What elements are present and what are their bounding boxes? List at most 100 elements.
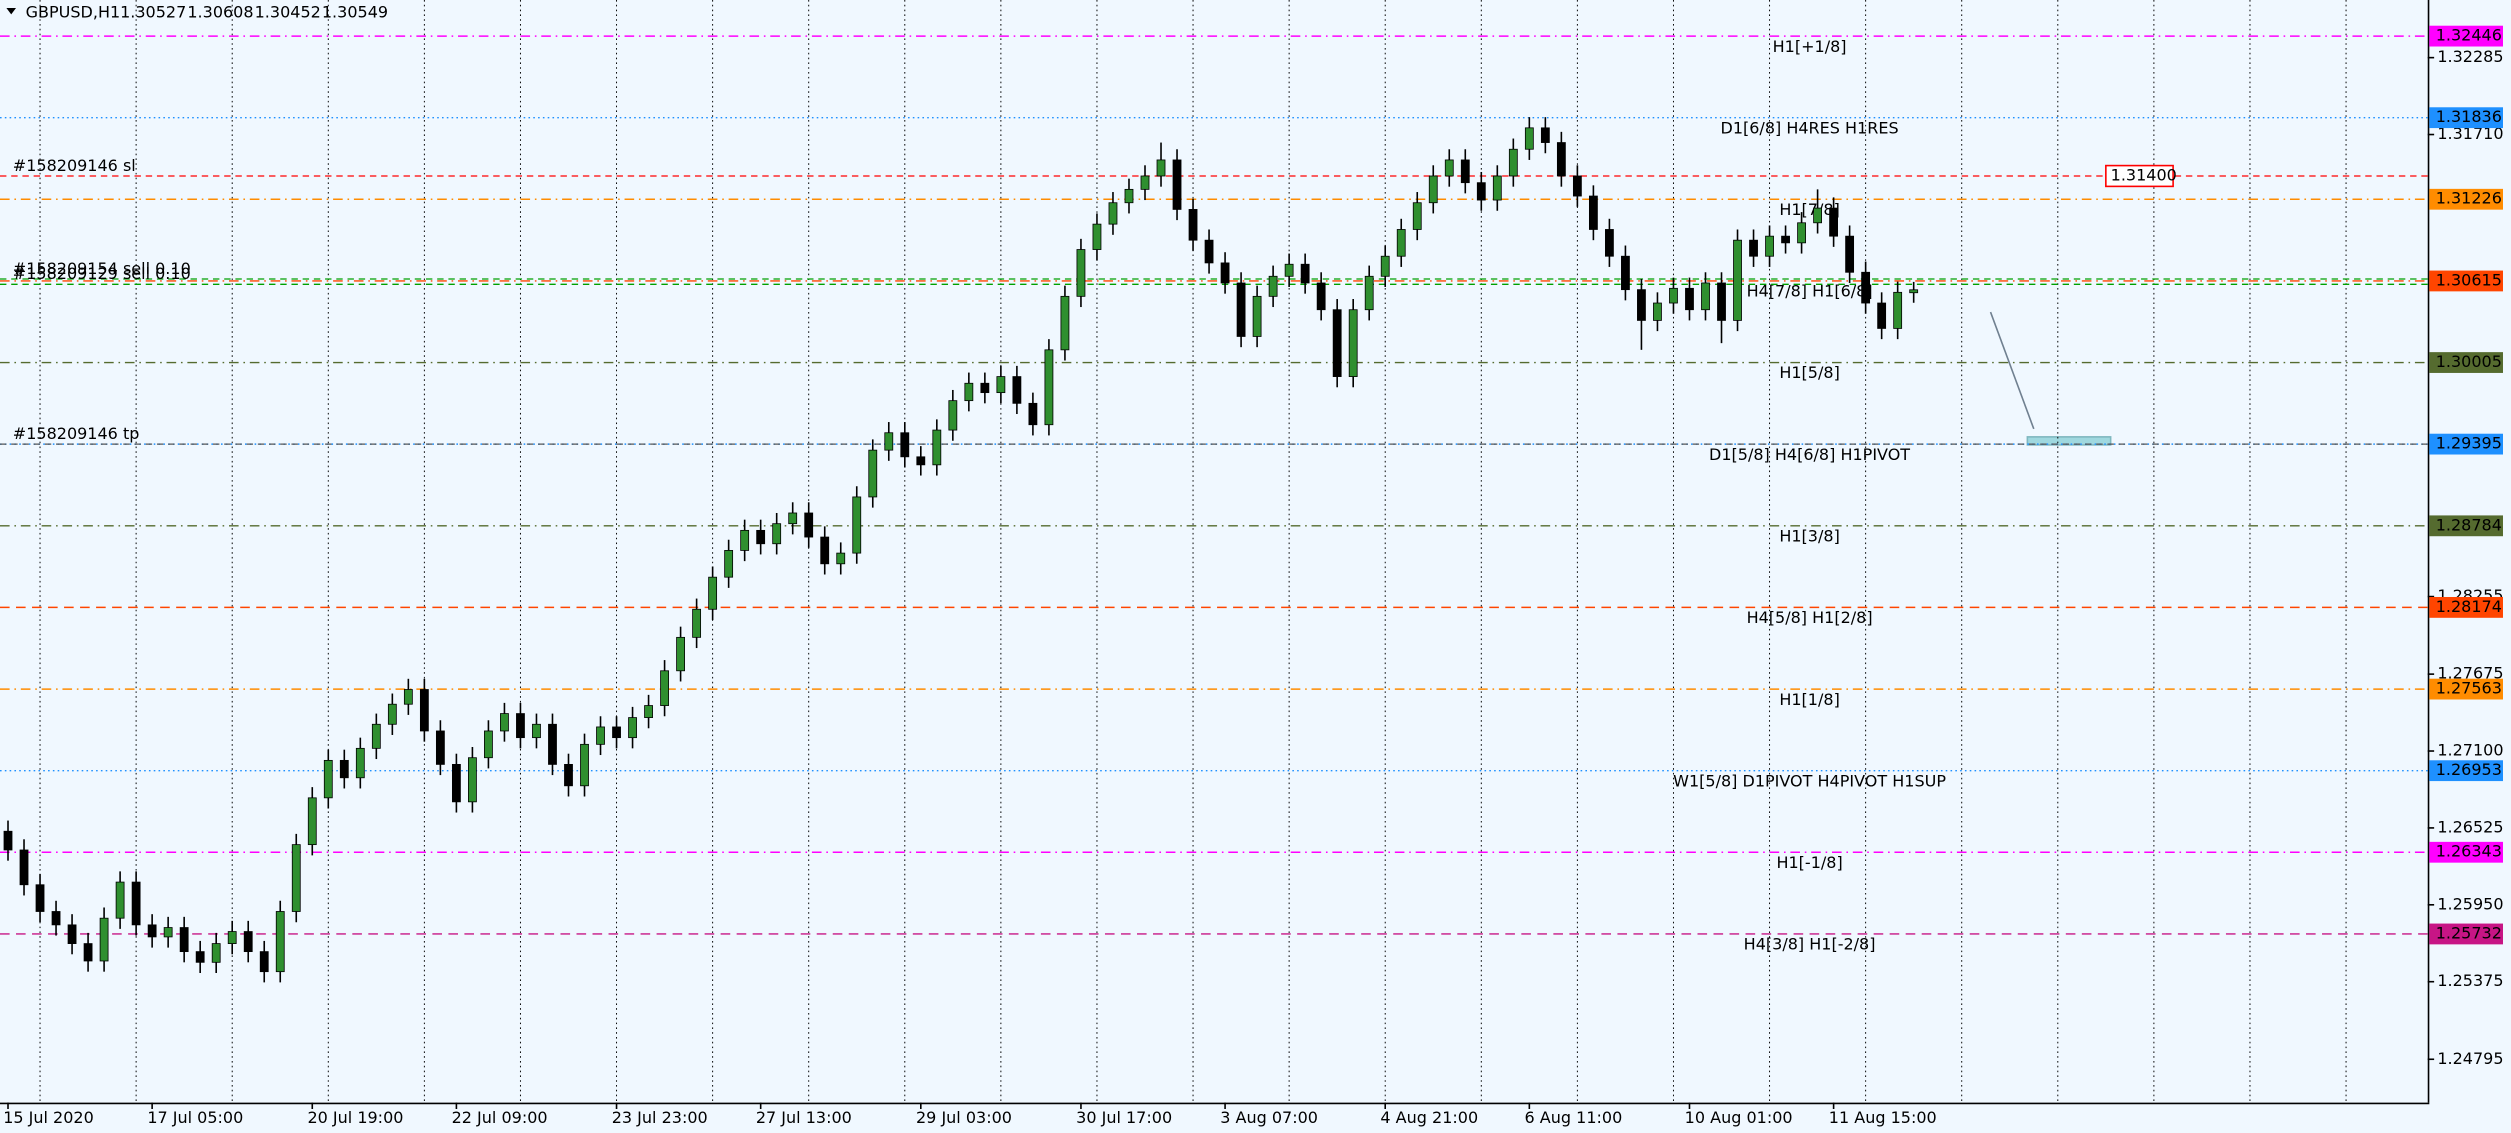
order-price-box bbox=[2105, 164, 2174, 188]
price-box bbox=[2429, 188, 2503, 210]
candle-body bbox=[916, 456, 926, 466]
candle-body bbox=[51, 911, 61, 926]
candle-body bbox=[1108, 202, 1118, 225]
candle-body bbox=[355, 747, 365, 779]
price-box bbox=[2429, 433, 2503, 455]
candle-body bbox=[1556, 142, 1566, 177]
candle-body bbox=[419, 689, 429, 732]
candle-body bbox=[1284, 263, 1294, 277]
candle-body bbox=[3, 830, 13, 851]
candle-body bbox=[1909, 289, 1919, 294]
candle-body bbox=[964, 382, 974, 402]
candle-body bbox=[1428, 175, 1438, 204]
header-open: 1.30527 bbox=[120, 2, 186, 21]
candle-body bbox=[1300, 263, 1310, 284]
x-tick-label: 6 Aug 11:00 bbox=[1525, 1108, 1623, 1127]
candle-body bbox=[1588, 195, 1598, 230]
candle-body bbox=[99, 917, 109, 962]
candle-body bbox=[323, 759, 333, 799]
symbol-title: GBPUSD,H1 bbox=[26, 2, 121, 21]
candle-body bbox=[468, 757, 477, 803]
candle-body bbox=[788, 512, 798, 525]
price-box-label: 1.30005 bbox=[2436, 352, 2502, 371]
candle-body bbox=[532, 723, 541, 739]
header-high: 1.30608 bbox=[187, 2, 253, 21]
candle-body bbox=[1124, 188, 1134, 204]
candle-body bbox=[1701, 282, 1710, 311]
candle-body bbox=[1012, 376, 1022, 404]
candle-body bbox=[1572, 175, 1582, 197]
candle-body bbox=[1252, 295, 1262, 337]
candle-body bbox=[1861, 271, 1871, 304]
x-tick-label: 10 Aug 01:00 bbox=[1685, 1108, 1793, 1127]
candle-body bbox=[19, 849, 29, 886]
price-box bbox=[2429, 841, 2503, 863]
candle-body bbox=[211, 943, 221, 963]
trendline[interactable] bbox=[1989, 311, 2035, 430]
candle-body bbox=[1460, 159, 1470, 184]
candle-body bbox=[1380, 255, 1390, 277]
candle-body bbox=[1621, 255, 1630, 291]
candle-body bbox=[1685, 287, 1694, 311]
candle-body bbox=[1140, 175, 1150, 190]
candle-body bbox=[772, 523, 782, 545]
level-label: H1[3/8] bbox=[1779, 527, 1839, 546]
level-label: H4[3/8] H1[-2/8] bbox=[1744, 935, 1876, 954]
price-box-label: 1.32446 bbox=[2436, 26, 2502, 45]
x-tick-label: 29 Jul 03:00 bbox=[916, 1108, 1012, 1127]
candle-body bbox=[179, 927, 189, 953]
candle-body bbox=[900, 432, 910, 458]
y-tick-label: 1.25375 bbox=[2437, 971, 2503, 990]
candle-body bbox=[435, 730, 445, 765]
candle-body bbox=[740, 529, 750, 551]
candle-body bbox=[1412, 202, 1422, 230]
price-box-label: 1.27563 bbox=[2436, 679, 2502, 698]
level-label: H4[5/8] H1[2/8] bbox=[1747, 608, 1873, 627]
y-tick-label: 1.25950 bbox=[2437, 894, 2503, 913]
candle-body bbox=[307, 797, 317, 846]
candle-body bbox=[403, 689, 413, 705]
candle-body bbox=[1396, 229, 1406, 257]
candle-body bbox=[612, 726, 621, 739]
candle-body bbox=[1172, 159, 1182, 210]
level-label: H1[-1/8] bbox=[1776, 853, 1842, 872]
price-box bbox=[2429, 760, 2503, 782]
candle-body bbox=[387, 703, 397, 725]
candle-body bbox=[852, 496, 862, 554]
candle-body bbox=[1797, 222, 1806, 244]
candle-body bbox=[516, 713, 525, 739]
order-label: #158209146 tp bbox=[13, 424, 140, 443]
candle-body bbox=[564, 763, 573, 787]
order-label: #158209146 sl bbox=[13, 156, 136, 175]
candle-body bbox=[1204, 239, 1214, 264]
candle-body bbox=[1060, 295, 1070, 351]
candle-body bbox=[275, 911, 285, 973]
candle-body bbox=[227, 931, 237, 944]
candle-body bbox=[580, 743, 589, 787]
candle-body bbox=[1364, 275, 1374, 311]
menu-arrow[interactable] bbox=[6, 8, 17, 15]
level-label: H1[1/8] bbox=[1779, 690, 1839, 709]
candle-body bbox=[1669, 287, 1678, 304]
price-box bbox=[2429, 596, 2503, 618]
level-label: H1[5/8] bbox=[1779, 363, 1839, 382]
candle-body bbox=[35, 884, 45, 912]
candle-body bbox=[500, 713, 509, 732]
candle-body bbox=[1220, 262, 1230, 284]
candle-body bbox=[948, 400, 958, 431]
price-box-label: 1.31226 bbox=[2436, 189, 2502, 208]
price-box-label: 1.26953 bbox=[2436, 760, 2502, 779]
candle-body bbox=[1765, 235, 1774, 257]
x-tick-label: 27 Jul 13:00 bbox=[756, 1108, 852, 1127]
level-label: W1[5/8] D1PIVOT H4PIVOT H1SUP bbox=[1673, 771, 1946, 790]
y-tick-label: 1.24795 bbox=[2437, 1049, 2503, 1068]
candle-body bbox=[596, 726, 605, 745]
level-label: H1[7/8] bbox=[1779, 200, 1839, 219]
candle-body bbox=[1268, 275, 1278, 297]
candle-body bbox=[195, 951, 205, 963]
drawing-rect[interactable] bbox=[2026, 436, 2112, 446]
price-box bbox=[2429, 270, 2503, 292]
candle-body bbox=[660, 670, 669, 706]
header-close: 1.30549 bbox=[322, 2, 388, 21]
